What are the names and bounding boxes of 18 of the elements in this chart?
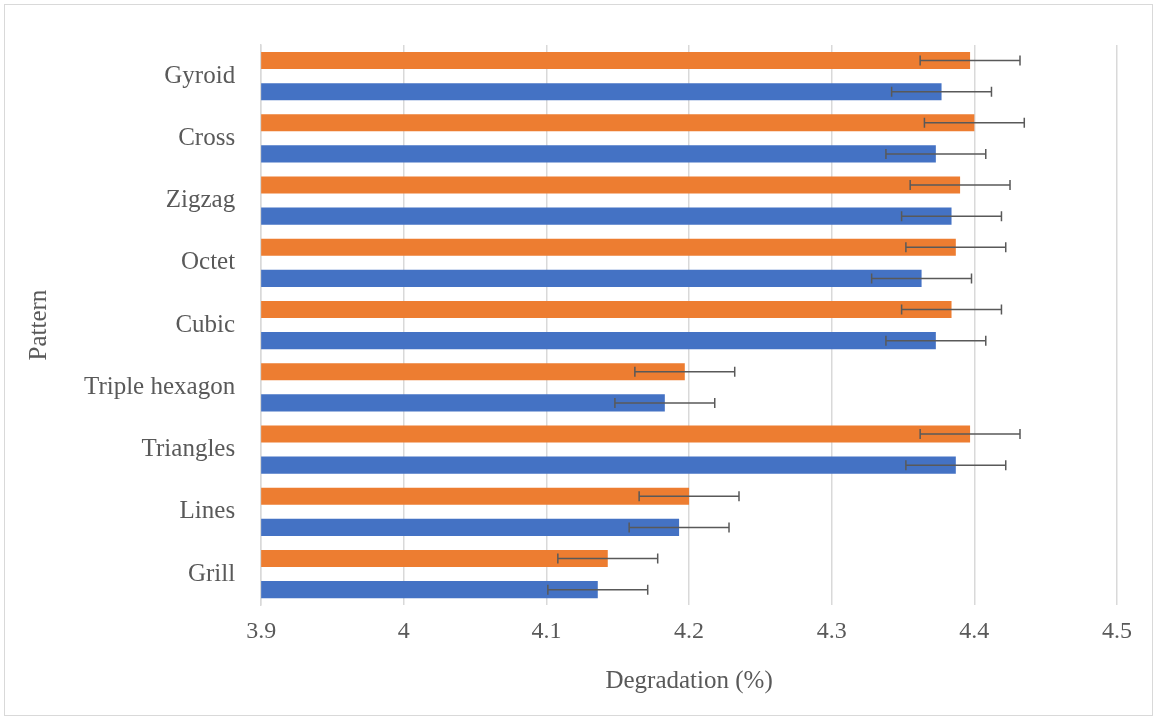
- x-tick-label: 4.3: [816, 616, 847, 643]
- x-tick-label: 4.1: [531, 616, 562, 643]
- y-tick-label: Zigzag: [165, 185, 236, 213]
- y-tick-label: Cubic: [175, 309, 236, 337]
- y-tick-label: Grill: [187, 558, 236, 586]
- x-axis-title: Degradation (%): [605, 665, 773, 694]
- x-tick-label: 4.5: [1102, 616, 1132, 643]
- y-tick-label: Octet: [181, 247, 236, 275]
- y-tick-label: Gyroid: [164, 60, 236, 88]
- y-tick-label: Lines: [179, 496, 236, 524]
- x-tick-label: 4.2: [674, 616, 705, 643]
- y-tick-label: Triangles: [141, 434, 236, 462]
- x-tick-label: 3.9: [246, 616, 277, 643]
- x-tick-label: 4.4: [959, 616, 990, 643]
- y-tick-label: Cross: [178, 122, 236, 150]
- x-tick-label: 4: [397, 616, 410, 643]
- y-tick-label: Triple hexagon: [83, 371, 236, 399]
- y-axis-title: Pattern: [23, 289, 51, 361]
